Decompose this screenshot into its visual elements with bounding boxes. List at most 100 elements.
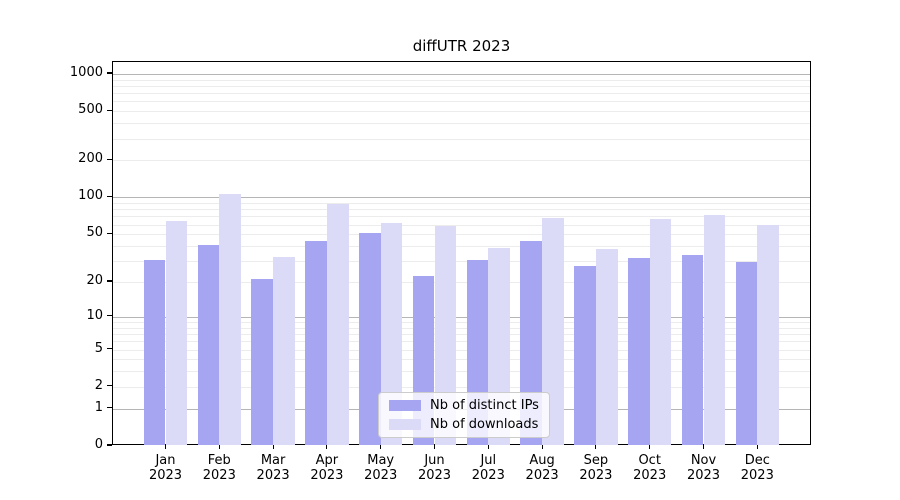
- y-tick-mark: [107, 444, 112, 446]
- bar-mar-2023-distinct-ips: [251, 278, 274, 445]
- y-tick-mark: [107, 347, 112, 350]
- x-tick-label: Nov 2023: [687, 453, 720, 483]
- minor-gridline: [113, 246, 810, 247]
- y-tick-label: 1: [94, 399, 103, 415]
- x-tick-label-line: Mar: [260, 453, 286, 468]
- x-tick-label: Feb 2023: [203, 453, 236, 483]
- x-tick-mark: [380, 445, 382, 449]
- bar-mar-2023-downloads: [273, 256, 295, 445]
- x-tick-label-line: Jan: [155, 453, 176, 468]
- minor-gridline: [113, 322, 810, 323]
- x-tick-label-line: Jul: [480, 453, 497, 468]
- minor-gridline: [113, 101, 810, 103]
- minor-gridline: [113, 160, 810, 162]
- x-tick-label-line: 2023: [525, 468, 559, 483]
- y-tick-label: 50: [86, 225, 103, 241]
- y-tick-mark: [107, 195, 112, 198]
- x-tick-label-line: 2023: [364, 468, 398, 483]
- x-tick-mark: [433, 445, 436, 449]
- minor-gridline: [113, 349, 810, 351]
- x-tick-label-line: 2023: [686, 468, 721, 483]
- bar-sep-2023-distinct-ips: [574, 265, 596, 445]
- x-tick-label-line: 2023: [740, 468, 774, 483]
- minor-gridline: [113, 209, 810, 211]
- bar-oct-2023-distinct-ips: [628, 258, 650, 445]
- y-tick-mark: [107, 232, 112, 234]
- x-tick-mark: [487, 445, 489, 449]
- legend-swatch-downloads: [389, 419, 421, 430]
- bar-jan-2023-downloads: [165, 221, 188, 445]
- legend-label-distinct-ips: Nb of distinct IPs: [430, 398, 539, 413]
- x-tick-mark: [541, 445, 543, 449]
- y-tick-label: 1000: [69, 64, 103, 80]
- x-tick-label: Jun 2023: [418, 453, 451, 483]
- y-tick-mark: [107, 158, 112, 160]
- x-tick-label: Mar 2023: [257, 453, 290, 483]
- y-tick-mark: [107, 385, 112, 387]
- x-tick-label-line: 2023: [633, 468, 667, 483]
- chart-title: diffUTR 2023: [412, 37, 511, 55]
- y-tick-label: 500: [78, 102, 103, 118]
- x-tick-label-line: 2023: [471, 468, 505, 483]
- x-tick-label: Jan 2023: [149, 453, 182, 483]
- x-tick-label: Jul 2023: [472, 453, 505, 483]
- minor-gridline: [113, 123, 810, 125]
- y-tick-mark: [107, 280, 112, 282]
- x-tick-label-line: 2023: [579, 468, 613, 483]
- minor-gridline: [113, 216, 810, 218]
- bar-may-2023-distinct-ips: [359, 233, 381, 445]
- bar-apr-2023-distinct-ips: [305, 241, 327, 445]
- bar-dec-2023-downloads: [757, 224, 779, 445]
- minor-gridline: [113, 327, 810, 329]
- x-tick-label: Apr 2023: [310, 453, 343, 483]
- bar-nov-2023-downloads: [703, 214, 726, 445]
- bar-oct-2023-downloads: [649, 218, 672, 445]
- legend-item-distinct-ips: Nb of distinct IPs: [389, 398, 539, 413]
- legend-item-downloads: Nb of downloads: [389, 417, 539, 432]
- y-tick-label: 100: [78, 188, 103, 204]
- bar-feb-2023-distinct-ips: [197, 245, 220, 445]
- bar-sep-2023-downloads: [595, 249, 618, 445]
- x-tick-label-line: Feb: [207, 453, 231, 468]
- minor-gridline: [113, 359, 810, 361]
- minor-gridline: [113, 138, 810, 140]
- y-tick-label: 200: [78, 151, 103, 167]
- legend-swatch-distinct-ips: [389, 400, 421, 411]
- bar-nov-2023-distinct-ips: [681, 255, 704, 445]
- minor-gridline: [113, 371, 810, 373]
- x-tick-label: Sep 2023: [579, 453, 612, 483]
- y-tick-label: 20: [86, 273, 103, 289]
- bar-jun-2023-downloads: [434, 226, 457, 445]
- x-tick-label-line: Aug: [529, 453, 555, 468]
- minor-gridline: [113, 341, 810, 343]
- y-tick-mark: [107, 109, 112, 111]
- x-tick-label: Dec 2023: [741, 453, 774, 483]
- x-tick-label-line: 2023: [202, 468, 236, 483]
- y-tick-label: 0: [94, 437, 103, 452]
- minor-gridline: [113, 386, 810, 388]
- x-tick-label-line: Sep: [583, 453, 609, 468]
- bar-may-2023-downloads: [380, 222, 403, 445]
- x-tick-mark: [649, 445, 651, 449]
- minor-gridline: [113, 234, 810, 236]
- minor-gridline: [113, 85, 810, 87]
- legend: Nb of distinct IPs Nb of downloads: [378, 392, 550, 438]
- x-tick-mark: [756, 445, 758, 449]
- x-tick-mark: [164, 445, 167, 449]
- bar-jan-2023-distinct-ips: [143, 260, 166, 445]
- x-tick-label-line: 2023: [256, 468, 290, 483]
- minor-gridline: [113, 111, 810, 113]
- y-tick-mark: [107, 315, 112, 317]
- legend-label-downloads: Nb of downloads: [430, 417, 539, 432]
- bar-dec-2023-distinct-ips: [735, 261, 758, 445]
- x-tick-label-line: 2023: [417, 468, 452, 483]
- minor-gridline: [113, 261, 810, 263]
- x-tick-mark: [326, 445, 328, 449]
- x-tick-label: Aug 2023: [526, 453, 559, 483]
- x-tick-label-line: Jun: [424, 453, 445, 468]
- y-tick-label: 2: [94, 377, 103, 393]
- y-tick-mark: [107, 407, 112, 409]
- minor-gridline: [113, 203, 810, 205]
- x-tick-label-line: 2023: [148, 468, 183, 483]
